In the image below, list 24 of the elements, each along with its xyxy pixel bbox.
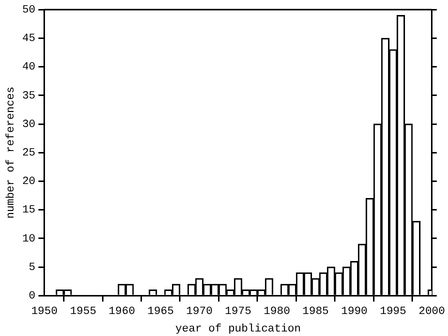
y-tick-label: 5 xyxy=(28,262,36,274)
x-tick-label: 1985 xyxy=(302,306,329,318)
x-tick-label: 1990 xyxy=(341,306,368,318)
x-axis-title: year of publication xyxy=(175,323,301,336)
y-tick-label: 35 xyxy=(22,90,36,102)
y-tick-label: 50 xyxy=(22,4,36,17)
x-tick-label: 1965 xyxy=(147,306,174,318)
x-tick-label: 1980 xyxy=(264,306,290,318)
y-tick-label: 10 xyxy=(22,233,36,246)
y-tick-label: 15 xyxy=(22,204,36,217)
y-tick-label: 25 xyxy=(22,148,36,160)
x-tick-label: 1955 xyxy=(70,306,96,318)
x-tick-label: 1995 xyxy=(380,306,406,318)
y-axis-title: number of references xyxy=(6,86,18,219)
x-tick-label: 1970 xyxy=(186,306,213,318)
y-tick-label: 40 xyxy=(22,62,36,74)
x-tick-label: 1975 xyxy=(224,306,252,318)
y-tick-label: 0 xyxy=(28,290,36,303)
y-tick-label: 45 xyxy=(22,33,36,46)
y-tick-label: 30 xyxy=(22,118,36,131)
y-tick-label: 20 xyxy=(22,176,36,188)
x-tick-label: 2000 xyxy=(418,306,445,318)
x-tick-label: 1960 xyxy=(108,306,136,318)
x-tick-label: 1950 xyxy=(31,306,58,318)
